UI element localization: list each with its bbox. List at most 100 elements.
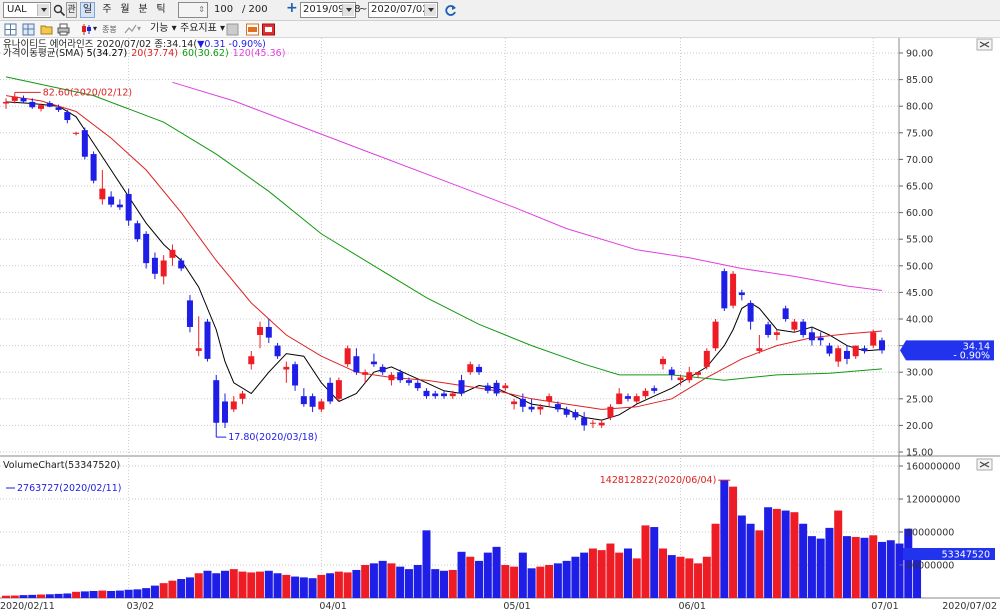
volume-bar [10, 595, 19, 598]
candle-body [11, 96, 18, 101]
candle-body [414, 382, 421, 389]
price-tick-label: 15.00 [906, 448, 933, 459]
candle-body [405, 380, 412, 383]
candle [318, 398, 325, 413]
candle-body [581, 417, 588, 426]
candle-body [222, 401, 228, 423]
plus-icon[interactable]: + [286, 0, 298, 16]
candle-type-dropdown-icon[interactable]: ▾ [93, 24, 98, 33]
volume-bar [694, 563, 703, 598]
alert-tool-icon[interactable] [262, 23, 275, 36]
period-month-button[interactable]: 월 [120, 4, 130, 15]
data-export-icon[interactable] [246, 23, 259, 36]
candle-body [738, 292, 745, 296]
volume-panel-close-icon[interactable] [976, 458, 993, 471]
candle-body [511, 401, 518, 405]
volume-bar [834, 510, 843, 598]
candle-body [782, 308, 789, 319]
volume-bar [457, 551, 466, 598]
candle [274, 342, 281, 359]
price-volume-chart[interactable]: 15.0020.0025.0030.0035.0040.0045.0050.00… [0, 38, 1000, 614]
start-date-input[interactable]: 2019/09/18 [300, 2, 361, 18]
count-value[interactable]: 100 [214, 4, 234, 15]
price-axis-labels: 15.0020.0025.0030.0035.0040.0045.0050.00… [899, 49, 933, 459]
period-week-button[interactable]: 주 [102, 4, 112, 15]
candle [747, 300, 754, 330]
start-date-dropdown-icon[interactable] [342, 4, 354, 16]
function-menu[interactable]: 기능 ▾ [150, 23, 177, 34]
refresh-icon[interactable] [444, 4, 457, 17]
period-tick-button[interactable]: 틱 [156, 4, 166, 15]
chart-style-icon[interactable]: 종봉 [102, 25, 117, 34]
price-tick-label: 85.00 [906, 75, 933, 86]
volume-bar [895, 543, 904, 598]
volume-bar [264, 570, 273, 598]
candle-body [703, 350, 710, 367]
search-icon[interactable] [53, 4, 66, 17]
candle [554, 401, 561, 413]
toggle-button[interactable]: 관 [66, 2, 77, 18]
candle-body [554, 404, 561, 410]
candle [441, 390, 447, 399]
crosshair-icon[interactable] [4, 23, 17, 36]
stepper-arrows-icon[interactable]: ⇕ [198, 5, 205, 14]
volume-bar [685, 558, 694, 598]
candle-body [712, 321, 719, 349]
date-tick-label: 2020/07/02 [942, 601, 997, 612]
candle-body [274, 345, 281, 357]
candle-body [213, 380, 220, 423]
candle-body [791, 321, 798, 330]
period-minute-button[interactable]: 분 [138, 4, 148, 15]
candle [73, 131, 80, 136]
candle [309, 393, 316, 413]
candle-type-icon[interactable] [80, 23, 93, 36]
interval-stepper[interactable]: ⇕ [178, 2, 208, 18]
volume-bar [308, 578, 317, 598]
candle-body [370, 361, 377, 365]
volume-bar [562, 560, 571, 598]
volume-bar [80, 591, 89, 598]
candle [160, 255, 167, 285]
candle [572, 409, 579, 421]
legend-pct: -0.90%) [226, 39, 266, 50]
indicator-menu[interactable]: 주요지표 ▾ [180, 23, 226, 34]
volume-bar [352, 569, 361, 598]
candle [738, 289, 745, 301]
price-tick-label: 25.00 [906, 394, 933, 405]
symbol-input[interactable]: UAL [3, 2, 51, 18]
candle-body [134, 223, 141, 240]
candle [476, 364, 483, 375]
volume-bar [317, 574, 326, 598]
blank-tool-icon[interactable] [226, 23, 239, 36]
grid-icon[interactable] [22, 23, 35, 36]
period-day-button[interactable]: 일 [80, 2, 95, 18]
candle [765, 321, 772, 338]
volume-bar [475, 560, 484, 598]
volume-bar [37, 594, 46, 598]
volume-bar [256, 571, 265, 598]
line-tool-dropdown-icon[interactable]: ▾ [137, 24, 142, 33]
volume-bar [510, 566, 519, 598]
volume-bar [632, 558, 641, 598]
candle [222, 393, 228, 429]
volume-bar [19, 595, 28, 598]
volume-bar [54, 593, 63, 598]
end-date-input[interactable]: 2020/07/02 [368, 2, 438, 18]
line-tool-icon[interactable] [124, 23, 137, 36]
symbol-dropdown-icon[interactable] [37, 4, 49, 16]
price-tick-label: 75.00 [906, 128, 933, 139]
print-icon[interactable] [57, 23, 70, 36]
folder-icon[interactable] [40, 23, 53, 36]
candle-body [423, 390, 430, 397]
end-date-dropdown-icon[interactable] [424, 4, 436, 16]
candle-body [300, 396, 307, 405]
candle-body [265, 326, 272, 338]
price-plot-area[interactable] [0, 38, 899, 452]
volume-bar [702, 556, 711, 598]
candle-body [186, 300, 193, 327]
volume-bar [825, 527, 834, 598]
price-panel-close-icon[interactable] [976, 38, 993, 51]
ma60-line [5, 76, 883, 381]
volume-bar [781, 510, 790, 598]
candle-body [861, 348, 868, 351]
